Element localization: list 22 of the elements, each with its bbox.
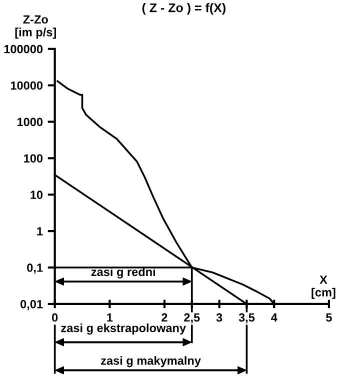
x-tick-label: 3 (216, 313, 222, 322)
x-axis-title: X [cm] (312, 276, 336, 299)
y-tick-label: 10 (30, 190, 43, 200)
text: zasi g ekstrapolowany (61, 324, 186, 335)
x-tick-label: 4 (271, 313, 278, 322)
y-tick-label: 10000 (10, 81, 43, 90)
x-tick-label: 2 (162, 313, 168, 322)
y-axis-title: Z-Zo [im p/s] (15, 15, 56, 39)
y-tick-label: 100 (24, 154, 43, 163)
y-tick-label: 0,1 (27, 264, 43, 274)
x-tick-label: 2,5 (184, 313, 200, 324)
annotation: zasi g redni (91, 267, 155, 278)
x-tick-label: 5 (326, 313, 332, 322)
y-tick-label: 1000 (18, 118, 43, 126)
y-tick-label: 0,01 (20, 300, 43, 310)
y-tick-label: 100000 (4, 44, 43, 54)
y-tick-label: 1 (37, 227, 43, 236)
chart-title: ( Z - Zo ) = f(X) (142, 3, 226, 15)
x-tick-label: 1 (107, 313, 113, 322)
x-tick-label: 0 (52, 313, 58, 322)
x-tick-label: 3,5 (238, 313, 255, 324)
text: zasi g makymalny (101, 356, 201, 368)
